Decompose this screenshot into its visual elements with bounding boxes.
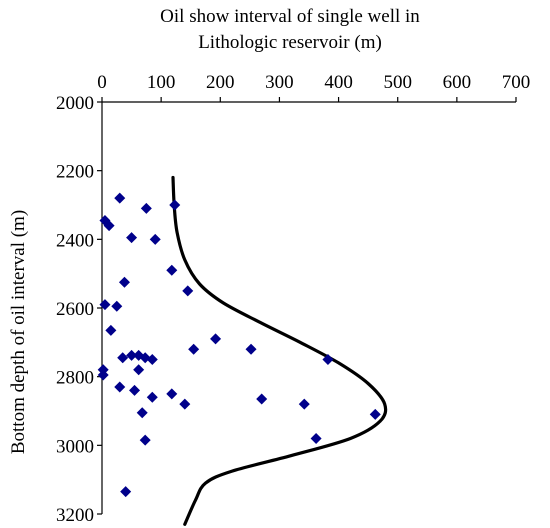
data-point bbox=[139, 434, 151, 446]
data-point bbox=[117, 352, 129, 364]
data-point bbox=[140, 202, 152, 214]
x-tick-label: 600 bbox=[443, 72, 472, 93]
y-tick-label: 3000 bbox=[56, 436, 94, 457]
x-tick-label: 100 bbox=[147, 72, 176, 93]
y-tick-label: 2400 bbox=[56, 230, 94, 251]
data-point bbox=[149, 233, 161, 245]
trend-curve bbox=[171, 175, 388, 526]
data-point bbox=[169, 199, 181, 211]
data-point bbox=[146, 354, 158, 365]
data-point bbox=[166, 388, 178, 400]
x-tick-label: 500 bbox=[383, 72, 412, 93]
data-point bbox=[105, 324, 117, 336]
data-point bbox=[114, 192, 126, 204]
data-point bbox=[369, 408, 381, 420]
data-point bbox=[166, 264, 178, 276]
y-tick-label: 2200 bbox=[56, 162, 94, 183]
chart-title-line-2: Lithologic reservoir (m) bbox=[198, 32, 382, 53]
y-tick-label: 3200 bbox=[56, 505, 94, 526]
trend-curve-layer bbox=[171, 175, 388, 526]
data-point bbox=[120, 486, 132, 498]
data-point bbox=[114, 381, 126, 393]
data-point bbox=[188, 343, 200, 355]
y-axis-label: Bottom depth of oil interval (m) bbox=[8, 210, 29, 454]
data-point bbox=[111, 300, 123, 312]
chart-title: Oil show interval of single well in Lith… bbox=[160, 6, 420, 53]
data-point bbox=[310, 432, 322, 444]
y-tick-label: 2000 bbox=[56, 93, 94, 114]
data-point bbox=[136, 407, 148, 419]
data-point bbox=[126, 349, 138, 361]
data-point bbox=[97, 369, 109, 381]
x-tick-label: 700 bbox=[502, 72, 531, 93]
data-point bbox=[298, 398, 310, 410]
y-tick-label: 2800 bbox=[56, 368, 94, 389]
y-tick-label: 2600 bbox=[56, 299, 94, 320]
data-point bbox=[210, 333, 222, 345]
data-point bbox=[179, 398, 191, 410]
data-point bbox=[146, 391, 158, 403]
x-tick-label: 200 bbox=[206, 72, 235, 93]
data-point bbox=[118, 276, 130, 288]
data-point bbox=[129, 384, 141, 396]
data-points-layer bbox=[97, 192, 381, 498]
data-point bbox=[103, 220, 115, 232]
x-tick-label: 300 bbox=[265, 72, 294, 93]
data-point bbox=[182, 285, 194, 297]
data-point bbox=[133, 364, 145, 376]
data-point bbox=[256, 393, 268, 405]
chart-title-line-1: Oil show interval of single well in bbox=[160, 6, 420, 27]
axes: 0 100 200 300 400 500 600 700 2000 2200 2400 2600 28… bbox=[56, 72, 530, 526]
data-point bbox=[322, 354, 334, 365]
data-point bbox=[245, 343, 257, 355]
x-tick-label: 0 bbox=[97, 72, 107, 93]
data-point bbox=[99, 299, 111, 311]
data-point bbox=[126, 232, 138, 244]
x-tick-label: 400 bbox=[324, 72, 353, 93]
